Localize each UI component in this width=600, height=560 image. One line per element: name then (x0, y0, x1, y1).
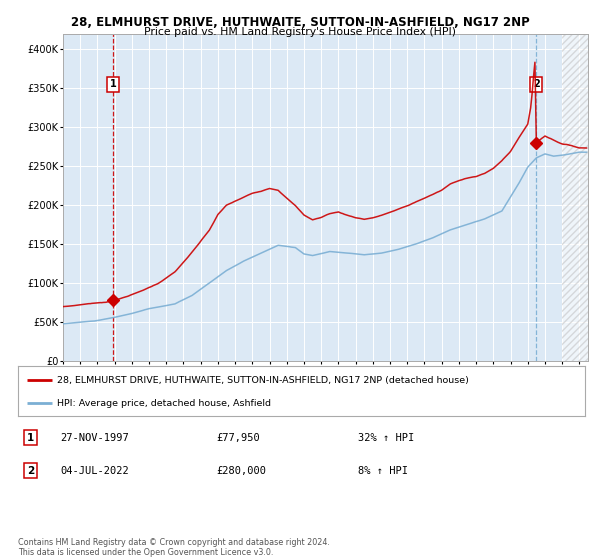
Text: HPI: Average price, detached house, Ashfield: HPI: Average price, detached house, Ashf… (56, 399, 271, 408)
Text: 2: 2 (533, 80, 540, 89)
Text: 32% ↑ HPI: 32% ↑ HPI (358, 433, 415, 443)
Text: 2: 2 (27, 466, 34, 476)
Text: £77,950: £77,950 (217, 433, 260, 443)
Text: 04-JUL-2022: 04-JUL-2022 (61, 466, 129, 476)
Text: £280,000: £280,000 (217, 466, 266, 476)
Text: Price paid vs. HM Land Registry's House Price Index (HPI): Price paid vs. HM Land Registry's House … (144, 27, 456, 37)
Text: 28, ELMHURST DRIVE, HUTHWAITE, SUTTON-IN-ASHFIELD, NG17 2NP: 28, ELMHURST DRIVE, HUTHWAITE, SUTTON-IN… (71, 16, 529, 29)
Text: 1: 1 (110, 80, 116, 89)
Text: 1: 1 (27, 433, 34, 443)
Bar (562, 34, 588, 361)
Text: 8% ↑ HPI: 8% ↑ HPI (358, 466, 408, 476)
Text: 27-NOV-1997: 27-NOV-1997 (61, 433, 129, 443)
Text: Contains HM Land Registry data © Crown copyright and database right 2024.
This d: Contains HM Land Registry data © Crown c… (18, 538, 330, 557)
Text: 28, ELMHURST DRIVE, HUTHWAITE, SUTTON-IN-ASHFIELD, NG17 2NP (detached house): 28, ELMHURST DRIVE, HUTHWAITE, SUTTON-IN… (56, 376, 469, 385)
